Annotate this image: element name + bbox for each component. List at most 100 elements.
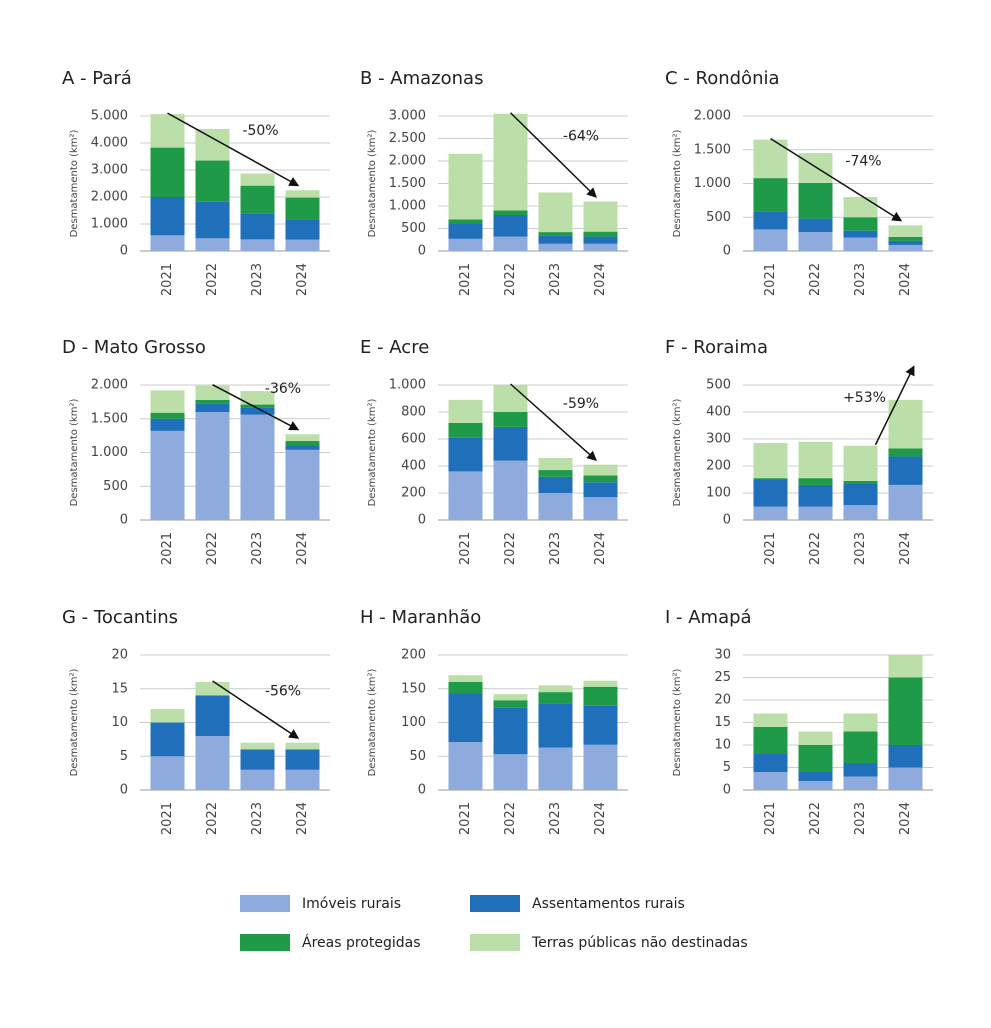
bar-segment (240, 173, 275, 186)
bar-segment (753, 727, 788, 754)
bar-segment (150, 418, 185, 431)
chart-title: A - Pará (62, 68, 132, 89)
y-tick-label: 50 (409, 749, 426, 764)
bar-segment (493, 113, 528, 211)
bar-segment (888, 244, 923, 251)
y-axis-label: Desmatamento (km²) (672, 399, 683, 507)
y-tick-label: 2.500 (389, 131, 426, 146)
bar-segment (448, 471, 483, 520)
trend-annotation: -56% (265, 683, 301, 699)
bar-segment (240, 769, 275, 790)
y-tick-label: 30 (714, 648, 731, 663)
y-tick-label: 0 (723, 513, 731, 528)
bar-segment (240, 742, 275, 750)
bar-segment (285, 197, 320, 220)
bar-segment (798, 506, 833, 520)
x-tick-label: 2023 (250, 263, 265, 296)
bar-segment (888, 225, 923, 237)
bar-segment (888, 745, 923, 768)
x-tick-label: 2022 (205, 802, 220, 835)
y-axis-label: Desmatamento (km²) (69, 669, 80, 777)
y-tick-label: 600 (401, 432, 426, 447)
y-tick-label: 2.000 (694, 109, 731, 124)
bar-segment (240, 404, 275, 408)
x-tick-label: 2022 (205, 532, 220, 565)
y-tick-label: 1.500 (91, 411, 128, 426)
x-tick-label: 2021 (458, 532, 473, 565)
y-tick-label: 3.000 (91, 163, 128, 178)
y-tick-label: 500 (706, 210, 731, 225)
y-tick-label: 1.000 (389, 199, 426, 214)
bar-segment (150, 756, 185, 790)
bar-segment (285, 445, 320, 450)
bar-segment (195, 238, 230, 251)
bar-segment (583, 686, 618, 706)
y-tick-label: 0 (723, 244, 731, 259)
bar-segment (583, 475, 618, 483)
y-tick-label: 15 (111, 681, 128, 696)
bar-segment (583, 680, 618, 687)
trend-arrow (874, 365, 915, 446)
y-tick-label: 0 (120, 783, 128, 798)
y-tick-label: 400 (706, 405, 731, 420)
x-tick-label: 2024 (295, 532, 310, 565)
bar-segment (150, 722, 185, 757)
y-tick-label: 1.500 (389, 176, 426, 191)
bar-segment (798, 218, 833, 233)
bar-segment (493, 210, 528, 215)
chart-panel: A - Pará Desmatamento (km²) 0 1.000 2.000 3.0… (62, 68, 330, 296)
y-tick-label: 100 (706, 486, 731, 501)
bar-segment (448, 742, 483, 790)
bar-segment (195, 160, 230, 202)
bar-segment (493, 694, 528, 701)
y-tick-label: 100 (401, 715, 426, 730)
bar-segment (888, 240, 923, 245)
bar-segment (285, 219, 320, 240)
x-tick-label: 2021 (763, 532, 778, 565)
bar-segment (240, 185, 275, 214)
bar-segment (843, 230, 878, 238)
bar-segment (798, 153, 833, 183)
bar-segment (195, 403, 230, 412)
y-tick-label: 20 (714, 693, 731, 708)
bar-segment (798, 484, 833, 507)
bar-segment (195, 412, 230, 520)
x-tick-label: 2024 (593, 263, 608, 296)
bar-segment (753, 479, 788, 507)
y-tick-label: 1.500 (694, 142, 731, 157)
bar-segment (753, 211, 788, 230)
bar-segment (493, 426, 528, 461)
y-tick-label: 2.000 (91, 190, 128, 205)
x-tick-label: 2021 (458, 263, 473, 296)
y-tick-label: 10 (714, 738, 731, 753)
chart-panel: F - Roraima Desmatamento (km²) 0 100 200 300 4… (665, 337, 933, 565)
y-tick-label: 4.000 (91, 136, 128, 151)
trend-annotation: -50% (242, 123, 278, 139)
chart-title: G - Tocantins (62, 607, 178, 628)
x-tick-label: 2022 (808, 802, 823, 835)
bar-segment (538, 692, 573, 704)
bar-segment (285, 239, 320, 251)
bar-segment (150, 412, 185, 419)
bar-segment (538, 493, 573, 520)
bar-segment (583, 705, 618, 745)
bar-segment (448, 219, 483, 224)
bar-segment (583, 243, 618, 251)
bar-segment (583, 231, 618, 237)
bar-segment (843, 505, 878, 520)
bar-segment (195, 201, 230, 239)
y-tick-label: 1.000 (694, 176, 731, 191)
bar-segment (538, 243, 573, 251)
y-tick-label: 150 (401, 681, 426, 696)
y-tick-label: 20 (111, 648, 128, 663)
y-tick-label: 200 (706, 459, 731, 474)
y-tick-label: 0 (120, 513, 128, 528)
bar-segment (583, 744, 618, 790)
chart-panel: I - Amapá Desmatamento (km²) 0 5 10 15 20 25 30 2… (665, 607, 933, 835)
bar-segment (538, 192, 573, 233)
legend-label: Imóveis rurais (302, 896, 401, 912)
bar-segment (888, 456, 923, 485)
y-tick-label: 15 (714, 715, 731, 730)
legend: Imóveis rurais Assentamentos rurais Áreas … (240, 895, 748, 951)
y-tick-label: 0 (418, 244, 426, 259)
